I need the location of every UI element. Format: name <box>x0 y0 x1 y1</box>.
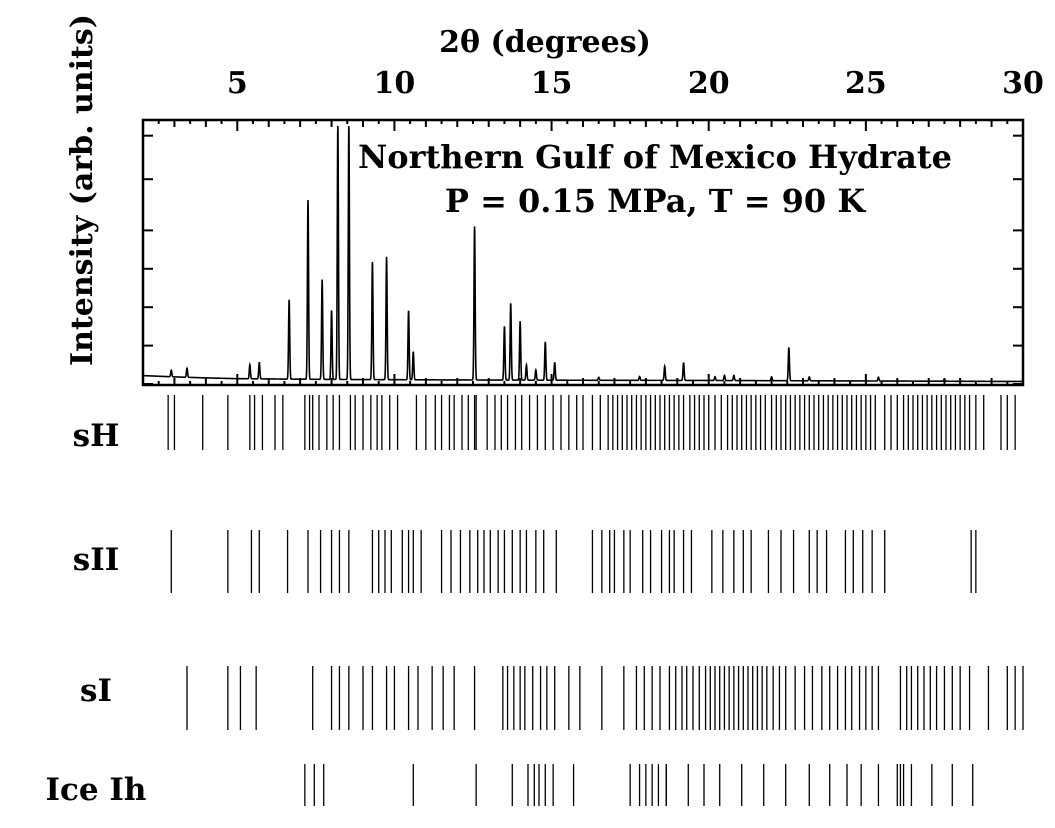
x-tick-labels: 5 10 15 20 25 30 <box>227 66 1044 101</box>
x-tick-label: 30 <box>1002 66 1044 101</box>
x-tick-label: 5 <box>227 66 248 101</box>
x-axis-label: 2θ (degrees) <box>439 25 651 60</box>
reference-pattern-si: sI <box>80 666 1024 730</box>
reference-pattern-ice-ih: Ice Ih <box>46 764 974 808</box>
reference-pattern-label: sH <box>73 418 120 454</box>
x-tick-label: 15 <box>531 66 573 101</box>
x-tick-label: 20 <box>688 66 730 101</box>
x-tick-label: 25 <box>845 66 887 101</box>
reference-pattern-sii: sII <box>73 530 977 593</box>
chart-title-line-2: P = 0.15 MPa, T = 90 K <box>445 182 866 220</box>
x-tick-label: 10 <box>374 66 416 101</box>
reference-pattern-label: sI <box>80 673 112 709</box>
reference-patterns: sH sII sI Ice Ih <box>46 395 1024 808</box>
reference-pattern-sh: sH <box>73 395 1016 454</box>
axis-ticks <box>143 120 1023 385</box>
diffraction-pattern-line <box>142 125 1023 383</box>
reference-pattern-label: Ice Ih <box>46 772 147 808</box>
reference-pattern-label: sII <box>73 542 119 578</box>
chart-title-line-1: Northern Gulf of Mexico Hydrate <box>358 138 952 176</box>
y-axis-label: Intensity (arb. units) <box>65 14 100 366</box>
